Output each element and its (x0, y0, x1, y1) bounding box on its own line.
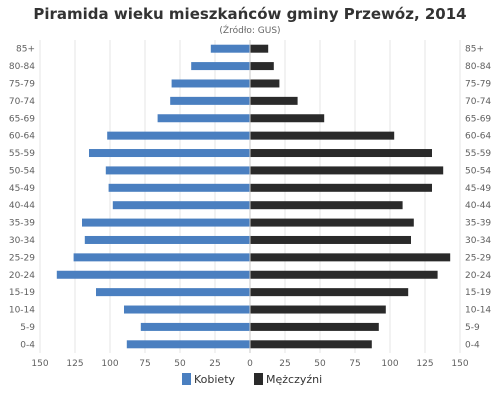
bar-mezczyzni-50-54 (250, 166, 444, 175)
bar-kobiety-5-9 (140, 322, 250, 331)
category-label-right: 0-4 (465, 340, 480, 350)
bar-kobiety-15-19 (96, 288, 250, 297)
bar-kobiety-50-54 (105, 166, 250, 175)
bar-mezczyzni-45-49 (250, 183, 432, 192)
bar-mezczyzni-55-59 (250, 149, 432, 158)
category-label-right: 85+ (465, 45, 484, 55)
bar-mezczyzni-15-19 (250, 288, 409, 297)
bar-mezczyzni-0-4 (250, 340, 372, 349)
category-label-left: 55-59 (9, 149, 35, 159)
bar-kobiety-85+ (210, 44, 250, 53)
bar-kobiety-30-34 (84, 235, 250, 244)
chart-subtitle: (Źródło: GUS) (219, 24, 280, 36)
category-label-left: 50-54 (9, 166, 35, 176)
category-label-right: 40-44 (465, 201, 491, 211)
grid (39, 40, 461, 353)
bar-kobiety-70-74 (170, 96, 250, 105)
bar-mezczyzni-80-84 (250, 62, 274, 71)
bar-mezczyzni-75-79 (250, 79, 280, 88)
category-label-right: 20-24 (465, 271, 491, 281)
bar-mezczyzni-65-69 (250, 114, 325, 123)
x-tick-label: 50 (174, 359, 186, 369)
category-label-left: 75-79 (9, 79, 35, 89)
bar-kobiety-60-64 (107, 131, 250, 140)
bars (56, 44, 451, 349)
category-label-right: 60-64 (465, 132, 491, 142)
category-label-left: 25-29 (9, 253, 35, 263)
category-label-left: 65-69 (9, 114, 35, 124)
category-label-right: 45-49 (465, 184, 491, 194)
bar-kobiety-25-29 (73, 253, 250, 262)
category-label-left: 35-39 (9, 219, 35, 229)
category-label-left: 30-34 (9, 236, 35, 246)
category-label-right: 5-9 (465, 323, 480, 333)
category-label-right: 15-19 (465, 288, 491, 298)
bar-mezczyzni-25-29 (250, 253, 451, 262)
category-label-right: 80-84 (465, 62, 491, 72)
bar-kobiety-35-39 (82, 218, 250, 227)
bar-kobiety-20-24 (56, 270, 250, 279)
category-label-left: 20-24 (9, 271, 35, 281)
bar-mezczyzni-85+ (250, 44, 269, 53)
category-label-right: 35-39 (465, 219, 491, 229)
category-label-left: 15-19 (9, 288, 35, 298)
bar-kobiety-40-44 (112, 201, 250, 210)
x-tick-label: 75 (349, 359, 360, 369)
category-label-right: 65-69 (465, 114, 491, 124)
legend-swatch (254, 373, 263, 385)
bar-kobiety-10-14 (124, 305, 250, 314)
bar-kobiety-55-59 (89, 149, 250, 158)
bar-kobiety-0-4 (126, 340, 250, 349)
x-tick-label: 100 (101, 359, 118, 369)
x-tick-label: 0 (247, 359, 253, 369)
category-label-left: 45-49 (9, 184, 35, 194)
axes: 150 125 100 75 50 25 0 25 50 75 100 125 150 85+ 85+ 80-… (9, 40, 491, 369)
legend-label: Kobiety (194, 373, 236, 386)
legend-item-kobiety[interactable]: Kobiety (182, 373, 236, 386)
category-label-left: 80-84 (9, 62, 35, 72)
category-label-left: 5-9 (20, 323, 35, 333)
chart-title: Piramida wieku mieszkańców gminy Przewóz… (33, 5, 466, 23)
legend-item-mezczyzni[interactable]: Mężczyźni (254, 373, 322, 386)
bar-kobiety-65-69 (157, 114, 250, 123)
legend-swatch (182, 373, 191, 385)
bar-mezczyzni-70-74 (250, 96, 298, 105)
bar-mezczyzni-40-44 (250, 201, 403, 210)
category-label-left: 85+ (16, 45, 35, 55)
category-label-left: 0-4 (20, 340, 35, 350)
category-label-left: 60-64 (9, 132, 35, 142)
bar-mezczyzni-20-24 (250, 270, 438, 279)
bar-mezczyzni-35-39 (250, 218, 414, 227)
bar-mezczyzni-10-14 (250, 305, 386, 314)
x-tick-label: 75 (139, 359, 150, 369)
bar-mezczyzni-60-64 (250, 131, 395, 140)
category-label-right: 75-79 (465, 79, 491, 89)
x-tick-label: 25 (279, 359, 290, 369)
legend-label: Mężczyźni (266, 373, 322, 386)
bar-kobiety-75-79 (171, 79, 250, 88)
bar-kobiety-45-49 (108, 183, 250, 192)
bar-mezczyzni-30-34 (250, 235, 411, 244)
x-tick-label: 150 (31, 359, 48, 369)
bar-kobiety-80-84 (191, 62, 250, 71)
x-tick-label: 125 (416, 359, 433, 369)
category-label-right: 10-14 (465, 306, 491, 316)
category-label-right: 30-34 (465, 236, 491, 246)
x-tick-label: 25 (209, 359, 220, 369)
category-label-left: 40-44 (9, 201, 35, 211)
x-tick-label: 150 (451, 359, 468, 369)
bar-mezczyzni-5-9 (250, 322, 379, 331)
x-tick-label: 50 (314, 359, 326, 369)
legend: Kobiety Mężczyźni (182, 373, 322, 386)
category-label-right: 50-54 (465, 166, 491, 176)
category-label-left: 70-74 (9, 97, 35, 107)
category-label-left: 10-14 (9, 306, 35, 316)
category-label-right: 55-59 (465, 149, 491, 159)
x-tick-label: 125 (66, 359, 83, 369)
category-label-right: 70-74 (465, 97, 491, 107)
category-label-right: 25-29 (465, 253, 491, 263)
x-tick-label: 100 (381, 359, 398, 369)
